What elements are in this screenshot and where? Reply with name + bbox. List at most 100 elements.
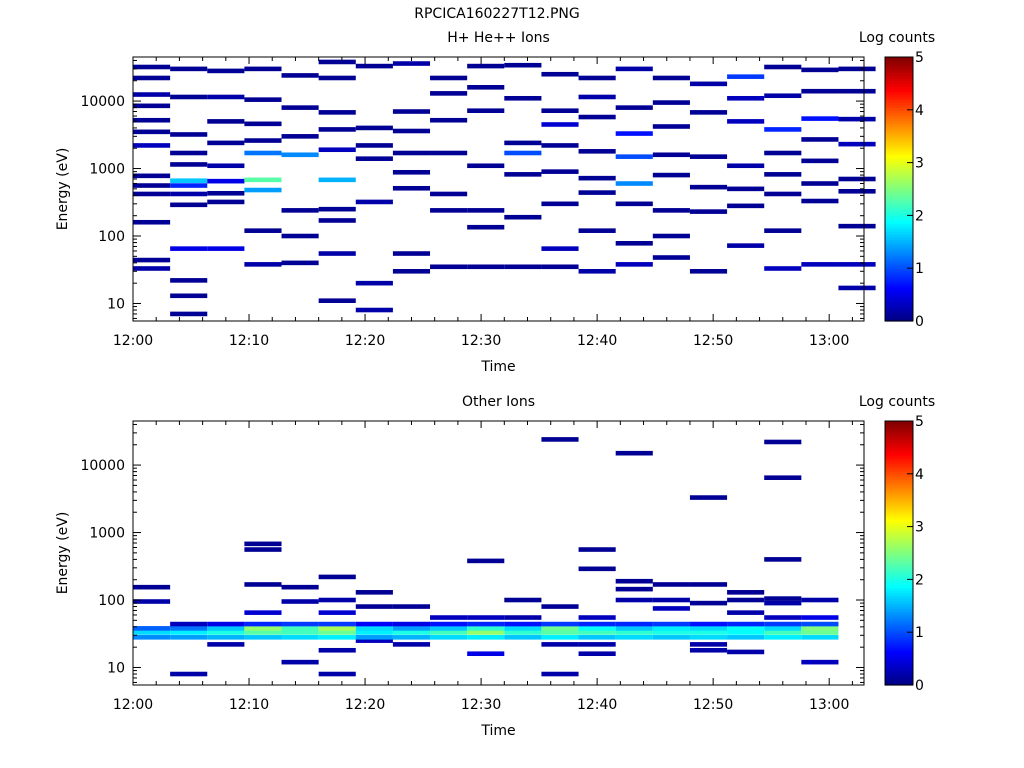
heatmap-cell bbox=[392, 251, 431, 256]
heatmap-cell bbox=[170, 202, 208, 208]
heatmap-cell bbox=[355, 638, 393, 643]
colorbar-segment bbox=[885, 571, 913, 575]
colorbar-segment bbox=[885, 257, 913, 261]
colorbar-segment bbox=[885, 666, 913, 670]
x-tick-label: 12:00 bbox=[113, 333, 153, 349]
colorbar-segment bbox=[885, 613, 913, 617]
heatmap-cell bbox=[244, 177, 282, 183]
heatmap-cell bbox=[541, 108, 579, 113]
heatmap-cell bbox=[615, 262, 653, 267]
heatmap-cell bbox=[170, 66, 208, 72]
colorbar-segment bbox=[885, 223, 913, 227]
colorbar-segment bbox=[885, 589, 913, 594]
heatmap-cell bbox=[764, 93, 802, 99]
heatmap-cell bbox=[727, 163, 765, 169]
colorbar-segment bbox=[885, 582, 913, 586]
heatmap-cell bbox=[392, 269, 431, 274]
colorbar-segment bbox=[885, 484, 913, 488]
colorbar-segment bbox=[885, 128, 913, 132]
colorbar-segment bbox=[885, 88, 913, 92]
colorbar-segment bbox=[885, 508, 913, 512]
colorbar-segment bbox=[885, 563, 913, 567]
heatmap-cell bbox=[133, 635, 171, 640]
heatmap-cell bbox=[727, 649, 765, 655]
colorbar-segment bbox=[885, 521, 913, 525]
colorbar-segment bbox=[885, 130, 913, 135]
x-tick-label: 12:40 bbox=[577, 333, 617, 349]
heatmap-cell bbox=[764, 621, 802, 627]
heatmap-cell bbox=[467, 626, 505, 631]
heatmap-cell bbox=[689, 184, 728, 190]
heatmap-cell bbox=[170, 635, 208, 640]
heatmap-cell bbox=[244, 66, 282, 72]
heatmap-cell bbox=[244, 547, 282, 552]
colorbar-segment bbox=[885, 207, 913, 211]
heatmap-cell bbox=[281, 626, 319, 631]
colorbar-segment bbox=[885, 297, 913, 301]
y-tick-label: 10 bbox=[107, 660, 125, 676]
heatmap-cell bbox=[355, 156, 393, 161]
colorbar-segment bbox=[885, 542, 913, 546]
heatmap-cell bbox=[467, 621, 505, 627]
colorbar-segment bbox=[885, 204, 913, 209]
colorbar-segment bbox=[885, 674, 913, 678]
heatmap-cell bbox=[318, 626, 356, 631]
colorbar-segment bbox=[885, 152, 913, 156]
colorbar-segment bbox=[885, 99, 913, 103]
heatmap-cell bbox=[801, 635, 839, 640]
colorbar-segment bbox=[885, 471, 913, 475]
colorbar-segment bbox=[885, 199, 913, 203]
colorbar-segment bbox=[885, 141, 913, 145]
heatmap-cell bbox=[170, 94, 208, 100]
heatmap-cell bbox=[170, 278, 208, 283]
heatmap-cell bbox=[615, 105, 653, 110]
heatmap-cell bbox=[801, 630, 839, 635]
heatmap-cell bbox=[652, 75, 690, 81]
heatmap-cell bbox=[541, 671, 579, 677]
colorbar-segment bbox=[885, 621, 913, 625]
colorbar-segment bbox=[885, 648, 913, 652]
x-axis-label: Time bbox=[480, 359, 515, 375]
colorbar-segment bbox=[885, 431, 913, 435]
colorbar-segment bbox=[885, 558, 913, 562]
heatmap-cell bbox=[727, 621, 765, 627]
colorbar-segment bbox=[885, 603, 913, 607]
heatmap-cell bbox=[318, 635, 356, 640]
heatmap-cell bbox=[281, 659, 319, 665]
heatmap-cell bbox=[689, 110, 728, 115]
colorbar-segment bbox=[885, 189, 913, 193]
heatmap-cell bbox=[467, 615, 505, 620]
colorbar-segment bbox=[885, 244, 913, 248]
heatmap-cell bbox=[801, 158, 839, 164]
colorbar-segment bbox=[885, 104, 913, 108]
heatmap-cell bbox=[207, 626, 245, 631]
heatmap-cell bbox=[578, 566, 616, 572]
heatmap-cell bbox=[689, 630, 728, 635]
heatmap-cell bbox=[578, 94, 616, 100]
heatmap-cell bbox=[615, 630, 653, 635]
heatmap-cell bbox=[133, 599, 171, 604]
colorbar-segment bbox=[885, 265, 913, 269]
colorbar-segment bbox=[885, 194, 913, 198]
heatmap-cell bbox=[578, 75, 616, 81]
colorbar-segment bbox=[885, 663, 913, 668]
heatmap-cell bbox=[615, 635, 653, 640]
heatmap-cell bbox=[170, 630, 208, 635]
colorbar-segment bbox=[885, 682, 913, 686]
heatmap-cell bbox=[727, 74, 765, 79]
heatmap-cell bbox=[727, 626, 765, 631]
colorbar-segment bbox=[885, 80, 913, 84]
colorbar-segment bbox=[885, 531, 913, 536]
colorbar-segment bbox=[885, 444, 913, 448]
heatmap-cell bbox=[578, 269, 616, 274]
heatmap-cell bbox=[467, 651, 505, 657]
heatmap-cell bbox=[318, 59, 356, 65]
colorbar-segment bbox=[885, 650, 913, 654]
heatmap-cell bbox=[801, 181, 839, 186]
heatmap-cell bbox=[838, 88, 876, 94]
heatmap-cell bbox=[392, 626, 431, 631]
y-tick-label: 100 bbox=[98, 593, 125, 609]
colorbar-segment bbox=[885, 173, 913, 177]
colorbar-segment bbox=[885, 239, 913, 243]
colorbar-tick-label: 5 bbox=[915, 50, 924, 66]
